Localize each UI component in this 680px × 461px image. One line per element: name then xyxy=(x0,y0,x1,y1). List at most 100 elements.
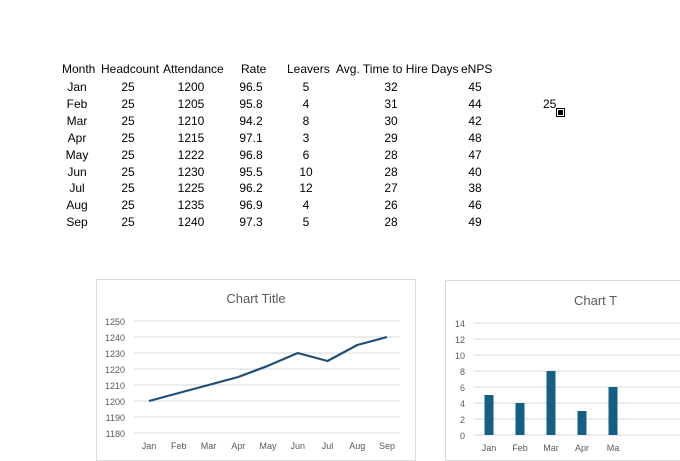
table-cell[interactable]: 46 xyxy=(445,198,505,212)
x-tick-label: May xyxy=(259,441,277,451)
y-tick-label: 1200 xyxy=(105,397,125,407)
table-cell[interactable]: 47 xyxy=(445,148,505,162)
bar xyxy=(547,371,556,435)
table-cell[interactable]: 25 xyxy=(98,198,158,212)
x-tick-label: Sep xyxy=(379,441,395,451)
table-cell[interactable]: 28 xyxy=(361,165,421,179)
table-cell[interactable]: 94.2 xyxy=(221,114,281,128)
table-cell[interactable]: 1215 xyxy=(161,131,221,145)
header-rate[interactable]: Rate xyxy=(241,62,266,76)
y-tick-label: 10 xyxy=(455,351,465,361)
table-cell[interactable]: 10 xyxy=(276,165,336,179)
chart-title: Chart T xyxy=(574,293,617,308)
y-tick-label: 1240 xyxy=(105,333,125,343)
y-tick-label: 12 xyxy=(455,335,465,345)
table-cell[interactable]: 6 xyxy=(276,148,336,162)
table-cell[interactable]: 96.2 xyxy=(221,181,281,195)
table-cell[interactable]: 25 xyxy=(98,114,158,128)
table-cell[interactable]: 1235 xyxy=(161,198,221,212)
table-cell[interactable]: 30 xyxy=(361,114,421,128)
table-cell[interactable]: 1230 xyxy=(161,165,221,179)
x-tick-label: Feb xyxy=(171,441,187,451)
fill-handle[interactable] xyxy=(557,109,564,116)
table-cell[interactable]: 44 xyxy=(445,97,505,111)
y-tick-label: 0 xyxy=(460,431,465,441)
header-month[interactable]: Month xyxy=(62,62,95,76)
table-cell[interactable]: 42 xyxy=(445,114,505,128)
bar xyxy=(485,395,494,435)
table-cell[interactable]: 25 xyxy=(98,215,158,229)
table-cell[interactable]: 95.5 xyxy=(221,165,281,179)
x-tick-label: Apr xyxy=(575,443,589,453)
x-tick-label: Jul xyxy=(322,441,334,451)
table-cell[interactable]: 25 xyxy=(98,131,158,145)
y-tick-label: 1180 xyxy=(106,429,125,439)
x-tick-label: Jun xyxy=(290,441,305,451)
table-cell[interactable]: 4 xyxy=(276,97,336,111)
table-cell[interactable]: 1205 xyxy=(161,97,221,111)
y-tick-label: 1190 xyxy=(106,413,125,423)
table-cell[interactable]: 1222 xyxy=(161,148,221,162)
table-cell[interactable]: 1240 xyxy=(161,215,221,229)
x-tick-label: Feb xyxy=(512,443,528,453)
table-cell[interactable]: 48 xyxy=(445,131,505,145)
y-tick-label: 4 xyxy=(460,399,465,409)
table-cell[interactable]: 5 xyxy=(276,215,336,229)
table-cell[interactable]: 8 xyxy=(276,114,336,128)
table-cell[interactable]: 25 xyxy=(98,181,158,195)
table-cell[interactable]: 27 xyxy=(361,181,421,195)
table-cell[interactable]: 28 xyxy=(361,215,421,229)
table-cell[interactable]: 96.8 xyxy=(221,148,281,162)
header-enps[interactable]: eNPS xyxy=(461,62,492,76)
y-tick-label: 2 xyxy=(460,415,465,425)
table-cell[interactable]: 32 xyxy=(361,80,421,94)
table-cell[interactable]: 49 xyxy=(445,215,505,229)
x-tick-label: Apr xyxy=(231,441,245,451)
table-cell[interactable]: 26 xyxy=(361,198,421,212)
bar xyxy=(578,411,587,435)
table-cell[interactable]: 97.3 xyxy=(221,215,281,229)
y-tick-label: 1220 xyxy=(105,365,125,375)
table-cell[interactable]: 38 xyxy=(445,181,505,195)
table-cell[interactable]: 1200 xyxy=(161,80,221,94)
table-cell[interactable]: 1225 xyxy=(161,181,221,195)
table-cell[interactable]: 25 xyxy=(98,80,158,94)
table-cell[interactable]: 3 xyxy=(276,131,336,145)
table-cell[interactable]: 31 xyxy=(361,97,421,111)
header-leavers[interactable]: Leavers xyxy=(287,62,330,76)
header-attendance[interactable]: Attendance xyxy=(163,62,224,76)
table-cell[interactable]: 95.8 xyxy=(221,97,281,111)
bar xyxy=(609,387,618,435)
table-cell[interactable]: 45 xyxy=(445,80,505,94)
x-tick-label: Mar xyxy=(543,443,559,453)
y-tick-label: 8 xyxy=(460,367,465,377)
chart-title: Chart Title xyxy=(226,291,285,306)
table-cell[interactable]: 12 xyxy=(276,181,336,195)
table-cell[interactable]: 5 xyxy=(276,80,336,94)
table-cell[interactable]: 97.1 xyxy=(221,131,281,145)
table-cell[interactable]: 28 xyxy=(361,148,421,162)
table-cell[interactable]: 25 xyxy=(98,165,158,179)
table-cell[interactable]: 1210 xyxy=(161,114,221,128)
table-cell[interactable]: 29 xyxy=(361,131,421,145)
table-cell[interactable]: 40 xyxy=(445,165,505,179)
x-tick-label: Mar xyxy=(201,441,217,451)
bar xyxy=(516,403,525,435)
table-cell[interactable]: 96.5 xyxy=(221,80,281,94)
selected-cell-value[interactable]: 25 xyxy=(543,97,556,111)
x-tick-label: Jan xyxy=(142,441,157,451)
y-tick-label: 1210 xyxy=(105,381,125,391)
table-cell[interactable]: 4 xyxy=(276,198,336,212)
table-cell[interactable]: 96.9 xyxy=(221,198,281,212)
x-tick-label: Ma xyxy=(607,443,620,453)
header-headcount[interactable]: Headcount xyxy=(101,62,159,76)
x-tick-label: Jan xyxy=(482,443,497,453)
table-cell[interactable]: 25 xyxy=(98,148,158,162)
header-time-to-hire[interactable]: Avg. Time to Hire Days xyxy=(336,62,458,76)
table-cell[interactable]: 25 xyxy=(98,97,158,111)
line-chart-svg: Chart Title11801190120012101220123012401… xyxy=(97,280,415,460)
y-tick-label: 1250 xyxy=(105,317,125,327)
